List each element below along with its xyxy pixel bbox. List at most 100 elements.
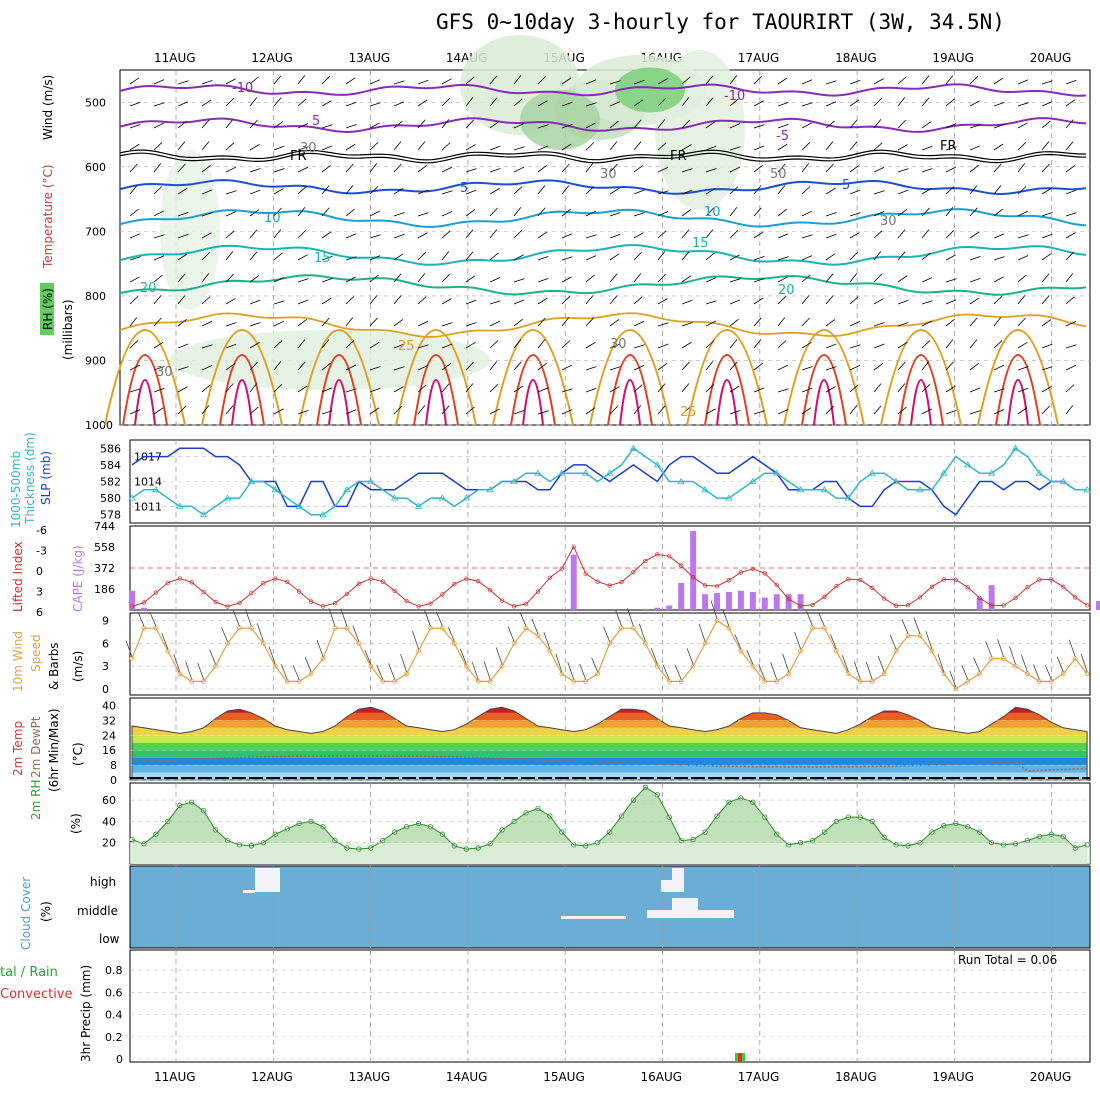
precip-bar-convective (738, 1053, 742, 1062)
wind-barb (873, 78, 884, 85)
top-day-label: 12AUG (251, 51, 293, 65)
wind-barb (945, 207, 954, 217)
cape-bar (1096, 600, 1100, 610)
li-marker (237, 600, 242, 606)
wind-barb (681, 189, 693, 195)
wind-barb (177, 233, 189, 239)
wind-barb (321, 387, 333, 393)
wind-barb (825, 273, 834, 283)
thickness-marker (414, 502, 423, 509)
wind-barb (321, 207, 330, 217)
lifted-index-line (131, 545, 1088, 608)
wind10-barb (1068, 639, 1076, 657)
contour-label: 5 (842, 178, 850, 193)
wind-barb (657, 78, 668, 85)
wind10-barb (376, 664, 384, 680)
rh-tick: 40 (102, 815, 116, 828)
wind-barb (417, 296, 427, 305)
wind10-barb (853, 661, 861, 680)
wind-barb (513, 254, 524, 261)
wind-barb (369, 142, 379, 151)
wind-barb (513, 385, 524, 393)
cloud-cell (672, 868, 684, 892)
wind-barb (633, 212, 645, 217)
wind-barb (273, 97, 282, 107)
wind-barb (489, 252, 499, 261)
wind-barb (441, 251, 450, 261)
wind10-barb (233, 610, 240, 627)
wind-barb (417, 365, 429, 371)
wind-barb (969, 387, 981, 393)
ylabel-wind10-unit: (m/s) (71, 651, 85, 682)
rh-shading (520, 90, 600, 150)
cape-bar (702, 594, 709, 610)
wind-barb (705, 168, 717, 173)
wind-barb (201, 189, 213, 195)
wind-barb (273, 168, 285, 173)
wind-barb (489, 145, 501, 151)
wind-barb (945, 278, 957, 283)
wind-barb (681, 76, 691, 85)
wind-barb (465, 251, 474, 261)
boundary-layer-isotherm (589, 329, 671, 426)
wind-barb (393, 253, 404, 261)
wind-barb (321, 185, 330, 195)
rh-legend-swatch (40, 283, 54, 335)
wind-barb (129, 388, 141, 393)
wind-barb (705, 408, 716, 415)
wind-barb (201, 232, 212, 239)
wind-barb (177, 212, 189, 217)
wind10-barb (424, 609, 431, 627)
wind-barb (753, 317, 762, 327)
wind-barb (969, 297, 980, 305)
wind10-barb (794, 631, 801, 650)
wind-barb (273, 300, 285, 305)
wind-barb (1041, 233, 1053, 239)
wind-barb (369, 387, 381, 393)
wind-barb (417, 384, 427, 393)
wind10-barb (447, 627, 455, 642)
wind-barb (849, 165, 860, 173)
wind-barb (489, 277, 501, 283)
wind-barb (849, 273, 858, 283)
wind-barb (777, 233, 789, 239)
wind-barb (585, 366, 597, 371)
wind-barb (777, 77, 788, 85)
wind-barb (321, 317, 330, 327)
wind-barb (585, 317, 594, 327)
wind-barb (297, 254, 308, 261)
wind10-barb (698, 623, 706, 642)
wind10-barb (841, 655, 849, 672)
wind-barb (393, 80, 405, 85)
wind-barb (873, 273, 882, 283)
wind-barb (681, 229, 690, 239)
li-marker (344, 591, 350, 597)
ylabel-precip-c: 3hr Precip (mm) (79, 965, 93, 1062)
wind-barb (1041, 212, 1053, 217)
wind-barb (297, 166, 309, 173)
thickness-marker (510, 477, 518, 484)
wind10-barb (328, 608, 336, 627)
isotherm-minus5 (119, 117, 1087, 134)
thickness-marker (176, 502, 184, 509)
wind-barb (1017, 79, 1029, 85)
wind10-barb (627, 608, 634, 627)
wind-barb (153, 142, 163, 151)
wind10-barb (388, 663, 396, 680)
wind-barb (897, 209, 908, 217)
wind-barb (753, 255, 765, 261)
li-marker (201, 589, 206, 595)
dewpoint-line (131, 755, 1088, 772)
wind-barb (513, 186, 523, 195)
wind-barb (153, 407, 164, 415)
wind-barb (417, 273, 426, 283)
contour-label: 20 (778, 283, 795, 298)
boundary-layer-isotherm (783, 329, 865, 426)
wind-barb (801, 163, 810, 173)
wind-barb (489, 229, 498, 239)
wind-barb (177, 163, 186, 173)
wind-barb (465, 209, 476, 217)
wind-barb (1065, 273, 1074, 283)
wind-barb (129, 296, 139, 305)
cloud-cell (661, 880, 673, 892)
